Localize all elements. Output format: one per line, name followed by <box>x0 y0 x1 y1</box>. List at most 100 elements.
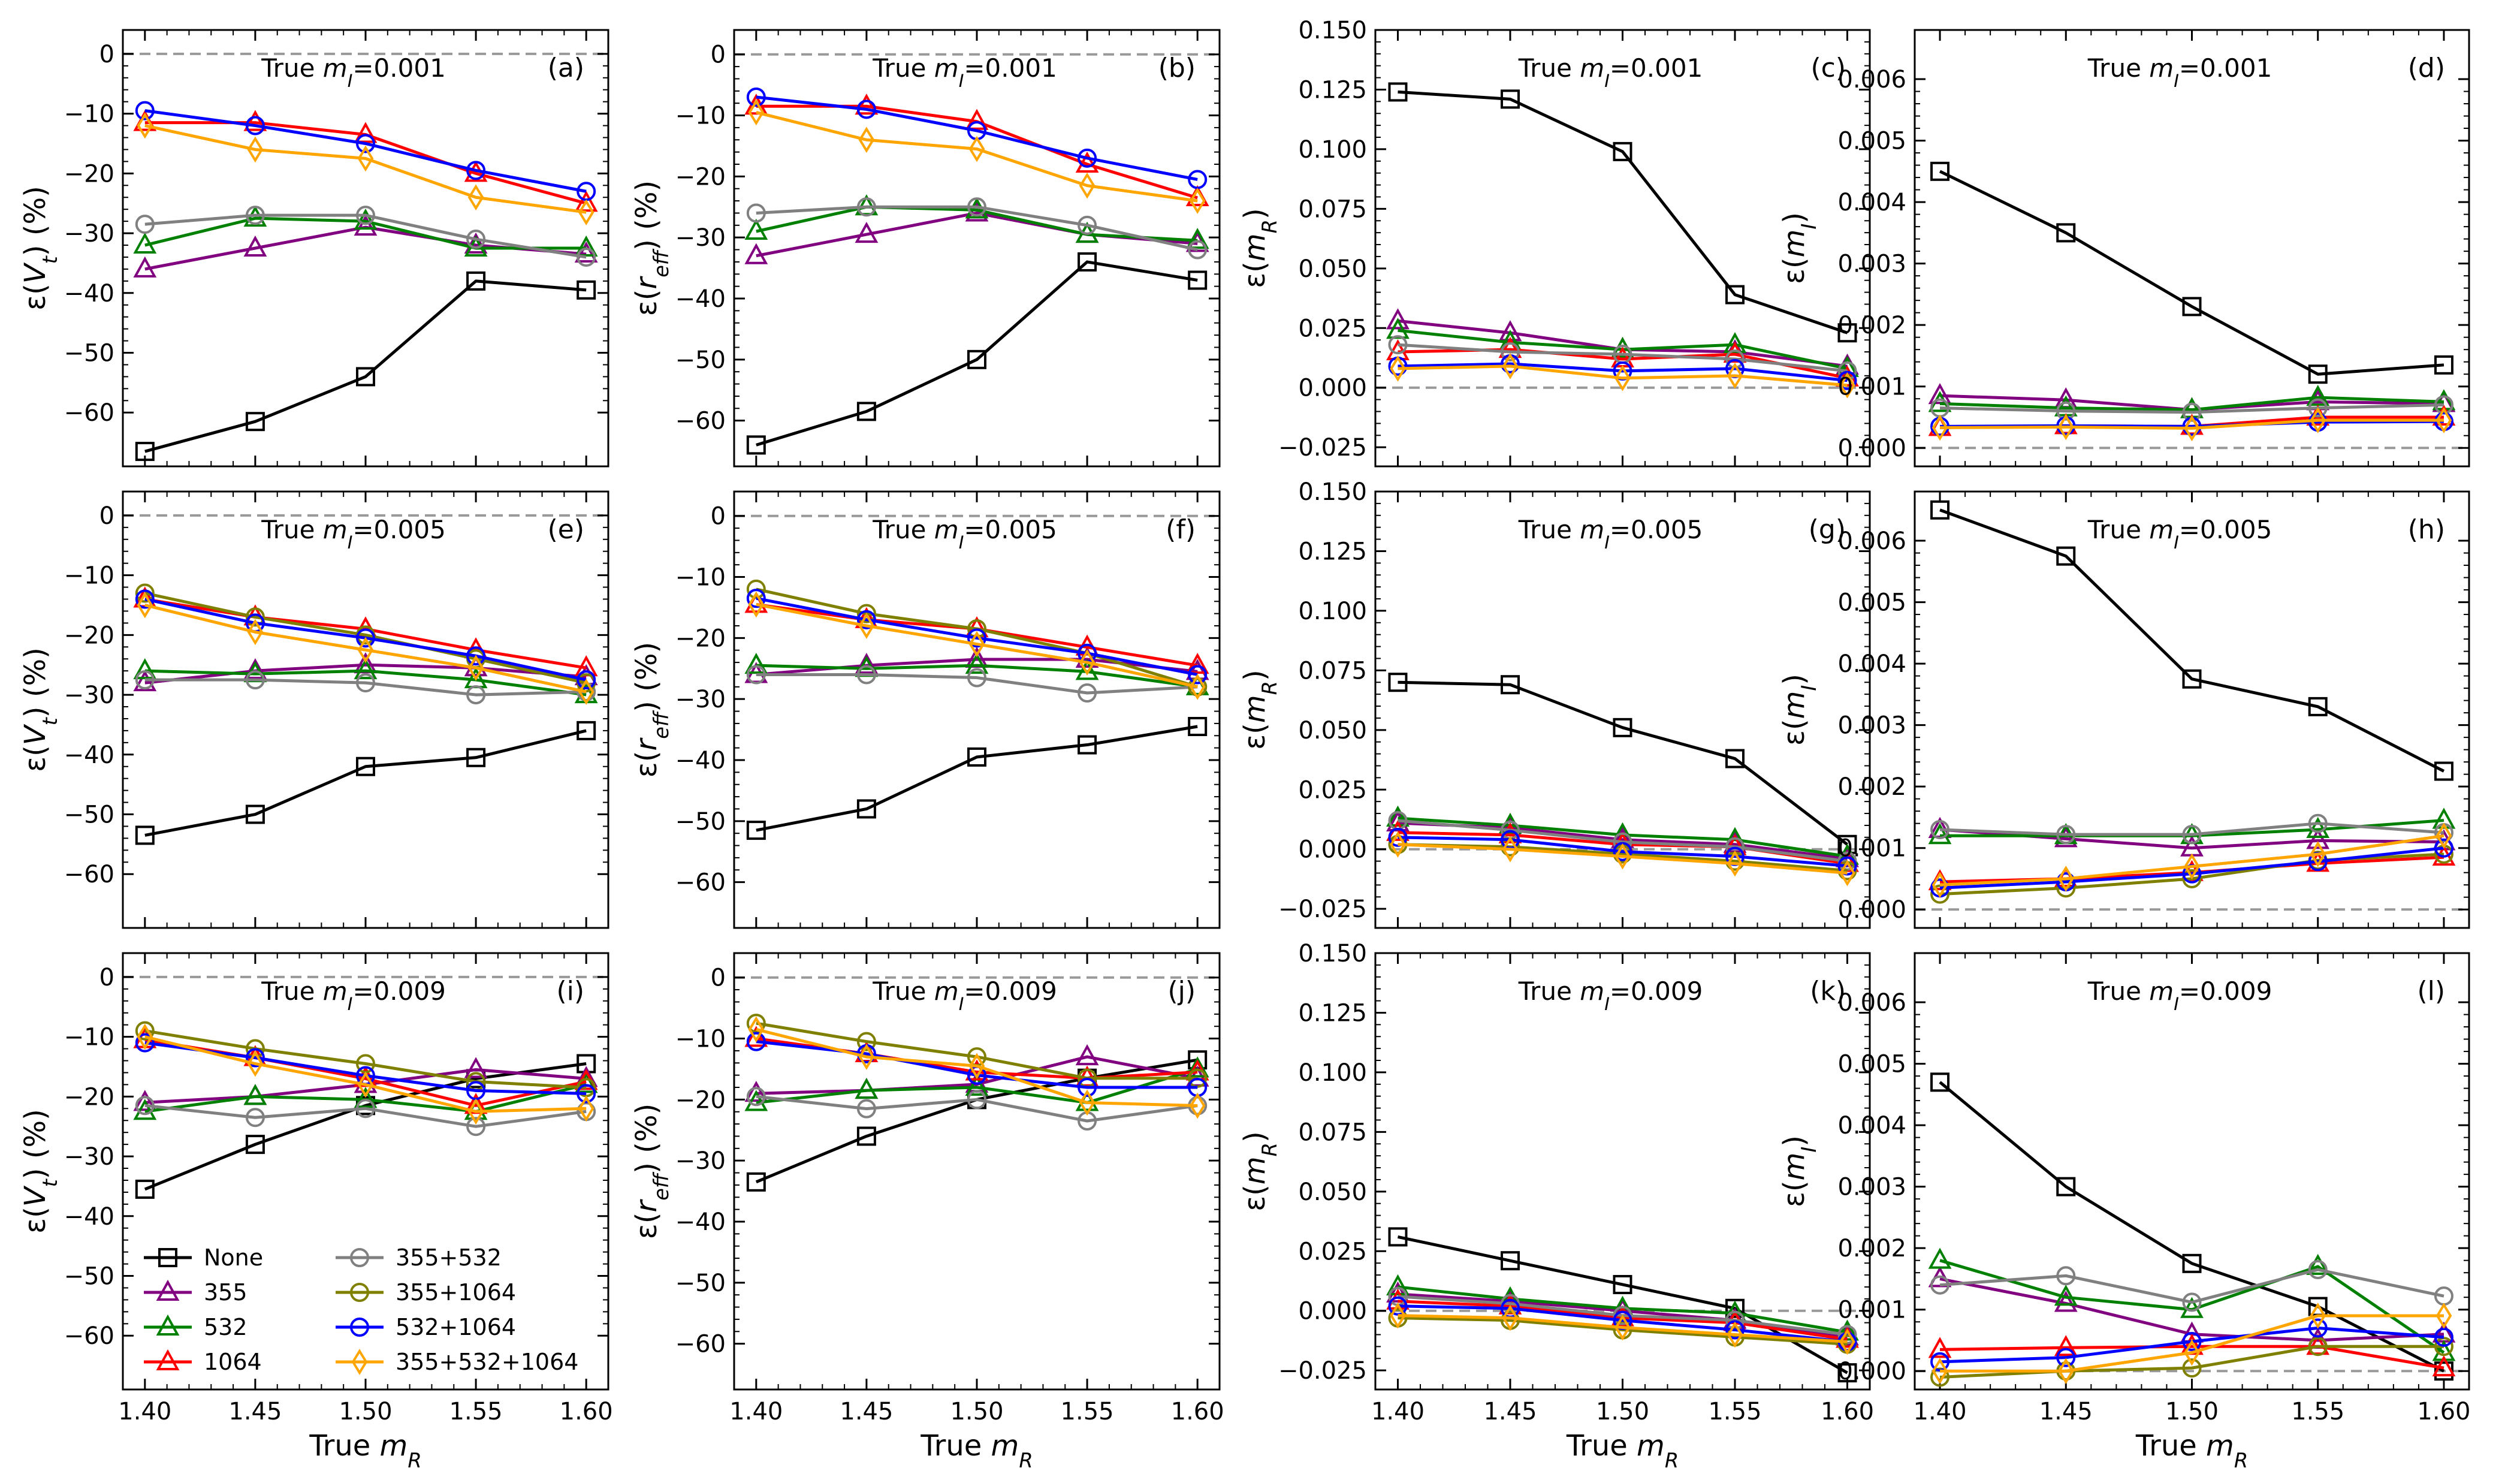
y-tick-label: 0.002 <box>1837 312 1906 339</box>
data-point <box>1930 1367 1950 1387</box>
data-point <box>967 628 986 648</box>
y-tick-label: 0.100 <box>1298 1059 1367 1087</box>
series-line <box>1939 170 2444 376</box>
data-point <box>2310 841 2326 867</box>
y-axis-label: ε(mI) <box>1777 212 1821 284</box>
y-axis-label: ε(Vt) (%) <box>19 1109 62 1234</box>
y-tick-label: 0.006 <box>1837 66 1906 94</box>
data-point <box>1725 1298 1745 1318</box>
series-None <box>135 271 596 462</box>
data-point <box>354 658 378 680</box>
data-point <box>574 191 598 212</box>
series-355+532 <box>746 1087 1208 1131</box>
y-tick-label: −10 <box>675 564 726 592</box>
series-line <box>1398 1304 1848 1343</box>
data-point <box>2056 1266 2076 1286</box>
series-line <box>756 664 1198 689</box>
plot-frame <box>733 490 1221 929</box>
data-point <box>855 1077 879 1099</box>
series-None <box>1388 673 1857 854</box>
data-point <box>1837 1363 1857 1383</box>
data-point <box>2182 402 2202 422</box>
panel-label: (g) <box>1809 514 1846 545</box>
data-point <box>578 679 594 705</box>
data-point <box>135 589 155 609</box>
data-point <box>856 402 876 421</box>
panel-label: (d) <box>2408 53 2445 83</box>
plot-frame <box>1914 29 2470 468</box>
data-point <box>856 1032 876 1051</box>
data-point <box>1078 215 1097 235</box>
plot-frame <box>1914 952 2470 1391</box>
series-532+1064 <box>746 589 1208 685</box>
data-point <box>2306 828 2330 849</box>
plot-frame <box>733 29 1221 468</box>
y-tick-label: −40 <box>64 741 114 769</box>
series-line <box>1398 90 1848 334</box>
series-line <box>1940 420 2444 428</box>
y-tick-label: 0.025 <box>1298 1238 1367 1265</box>
x-tick-label: 1.40 <box>1371 1398 1425 1425</box>
data-point <box>135 670 155 690</box>
data-point <box>1614 1314 1631 1341</box>
data-point <box>1075 659 1099 680</box>
series-line <box>1398 836 1848 868</box>
legend-marker <box>350 1283 369 1302</box>
series-line <box>1940 418 2444 430</box>
legend-marker <box>156 1349 180 1370</box>
data-point <box>467 184 484 211</box>
panel-title: True mI=0.001 <box>872 53 1057 91</box>
data-point <box>1185 228 1209 249</box>
data-point <box>2434 838 2453 858</box>
plot-frame <box>122 29 609 468</box>
data-point <box>1837 323 1857 343</box>
series-line <box>1398 843 1848 875</box>
data-point <box>746 589 766 608</box>
data-point <box>1078 1078 1097 1097</box>
data-point <box>247 136 264 163</box>
data-point <box>1837 370 1857 390</box>
data-point <box>245 607 265 627</box>
data-point <box>2436 407 2452 433</box>
data-point <box>858 126 875 153</box>
y-tick-label: 0.005 <box>1837 1051 1906 1078</box>
data-point <box>466 161 486 180</box>
panel-j: 0 −10 −20 −30 −40 −50 −60 1.40 1.45 1.50 1.55 1.60 T… <box>630 952 1224 1472</box>
data-point <box>2436 1303 2452 1329</box>
y-tick-label: −30 <box>64 682 114 709</box>
legend-marker <box>156 1314 180 1336</box>
data-point <box>467 655 484 682</box>
data-point <box>1501 342 1520 362</box>
y-tick-label: −20 <box>64 622 114 649</box>
panel-b: 0 −10 −20 −30 −40 −50 −60 True mI=0.001 (b) ε(ref… <box>630 29 1221 468</box>
data-point <box>1613 1306 1632 1325</box>
data-point <box>2308 813 2328 833</box>
legend-label: 355 <box>204 1279 248 1306</box>
series-355+532+1064 <box>137 592 594 705</box>
data-point <box>578 1095 594 1122</box>
data-point <box>2306 816 2330 838</box>
data-point <box>2182 297 2202 317</box>
data-point <box>1930 161 1950 181</box>
data-point <box>2436 822 2452 849</box>
data-point <box>2056 1348 2076 1367</box>
data-point <box>746 1014 766 1033</box>
panel-label: (c) <box>1810 53 1846 83</box>
y-tick-label: −10 <box>64 1024 114 1051</box>
data-point <box>356 134 375 153</box>
data-point <box>1725 285 1745 305</box>
y-tick-label: 0 <box>711 41 726 69</box>
data-point <box>965 1074 989 1096</box>
data-point <box>357 637 374 664</box>
data-point <box>464 232 488 254</box>
y-tick-label: 0.125 <box>1298 538 1367 565</box>
data-point <box>133 658 157 680</box>
data-point <box>356 1099 375 1119</box>
data-point <box>856 665 876 685</box>
y-axis-label: ε(reff) (%) <box>630 180 673 316</box>
panel-label: (a) <box>548 53 584 83</box>
series-line <box>144 678 587 697</box>
y-tick-label: 0.004 <box>1837 189 1906 216</box>
x-tick-label: 1.40 <box>1914 1398 1967 1425</box>
y-axis-label: ε(mR) <box>1238 670 1281 750</box>
